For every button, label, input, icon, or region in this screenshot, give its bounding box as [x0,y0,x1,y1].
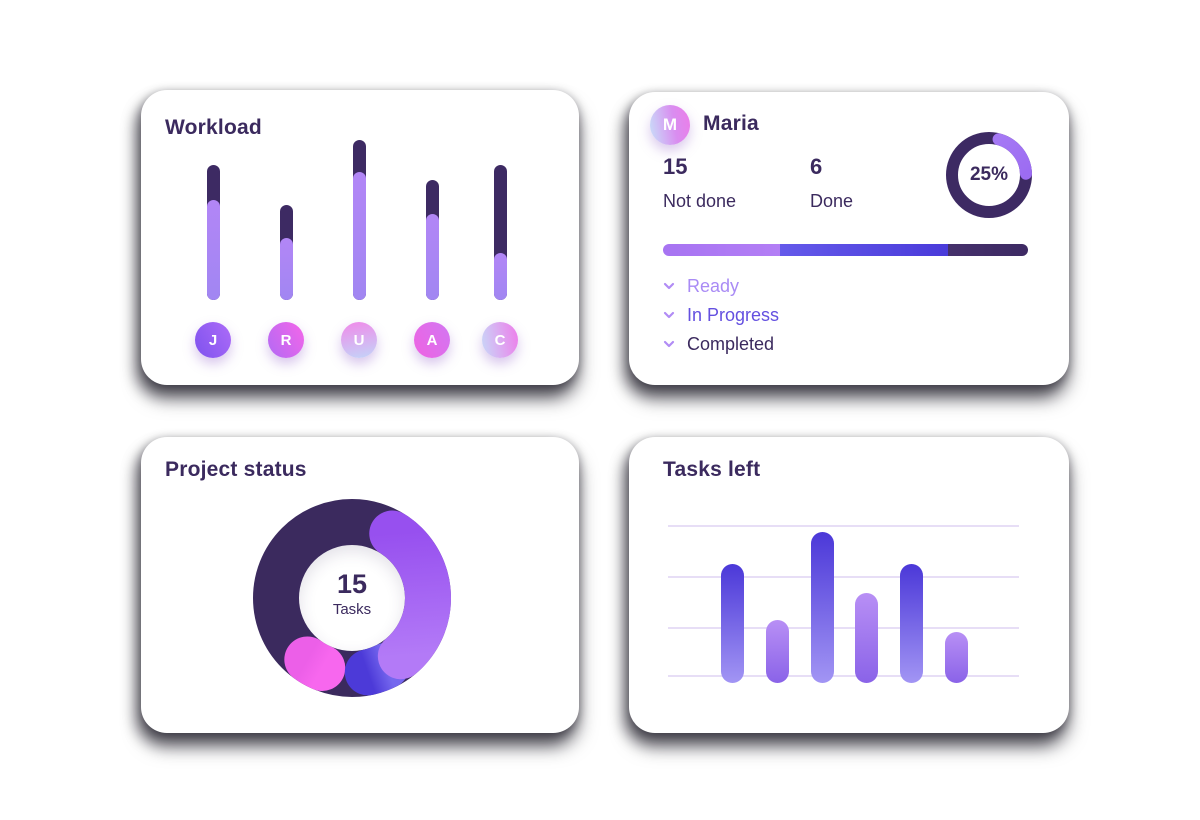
tasks-bar [810,532,834,683]
workload-avatar-A: A [414,322,450,358]
section-row-ready[interactable]: Ready [662,274,779,298]
section-label: Completed [687,333,775,354]
progress-bar [663,244,1028,256]
avatar: M [650,105,690,145]
ring-chart [946,132,1032,218]
gridline [668,675,1019,677]
gridline [668,525,1019,527]
gridline [668,627,1019,629]
project-status-title: Project status [165,458,307,481]
assignee-card: M Maria 15 Not done 6 Done 25% Ready In P… [629,92,1069,385]
stat-done: 6 Done [810,154,853,212]
workload-bar-done [279,238,293,300]
workload-bar-done [206,200,220,300]
workload-bar-done [493,253,507,300]
donut-label: Tasks [332,601,372,618]
tasks-bar [899,564,923,683]
workload-avatar-U: U [341,322,377,358]
tasks-bar [765,620,789,683]
workload-bar-done [352,172,366,300]
tasks-bar [720,564,744,683]
gridline [668,576,1019,578]
avatar-initial: M [662,115,678,134]
section-label: Ready [687,275,740,296]
stat-label: Done [810,191,854,211]
tasks-left-chart [629,437,1069,733]
section-label: In Progress [687,304,780,325]
progress-segment-2 [947,244,1028,256]
workload-avatar-J: J [195,322,231,358]
assignee-name: Maria [703,112,759,135]
stat-not-done: 15 Not done [663,154,736,212]
tasks-left-title: Tasks left [663,458,761,481]
project-status-card: Project status 15 Tasks [141,437,579,733]
workload-avatar-R: R [268,322,304,358]
section-row-completed[interactable]: Completed [662,332,779,356]
status-sections: Ready In Progress Completed [662,274,779,361]
project-status-donut [253,499,451,697]
stat-value: 6 [810,154,823,179]
stat-label: Not done [663,191,737,211]
section-row-in-progress[interactable]: In Progress [662,303,779,327]
progress-segment-1 [779,244,948,256]
stat-value: 15 [663,154,688,179]
chevron-down-icon [663,340,675,348]
ring-percent-label: 25% [969,164,1009,185]
chevron-down-icon [663,282,675,290]
workload-avatar-C: C [482,322,518,358]
workload-title: Workload [165,116,262,139]
workload-bar-done [425,214,439,300]
tasks-left-card: Tasks left [629,437,1069,733]
completion-ring: 25% [939,125,1039,225]
donut-value: 15 [336,569,368,599]
donut-center: 15 Tasks [292,569,412,618]
progress-segment-0 [663,244,780,256]
chevron-down-icon [663,311,675,319]
tasks-bar [854,593,878,683]
tasks-bar [944,632,968,683]
